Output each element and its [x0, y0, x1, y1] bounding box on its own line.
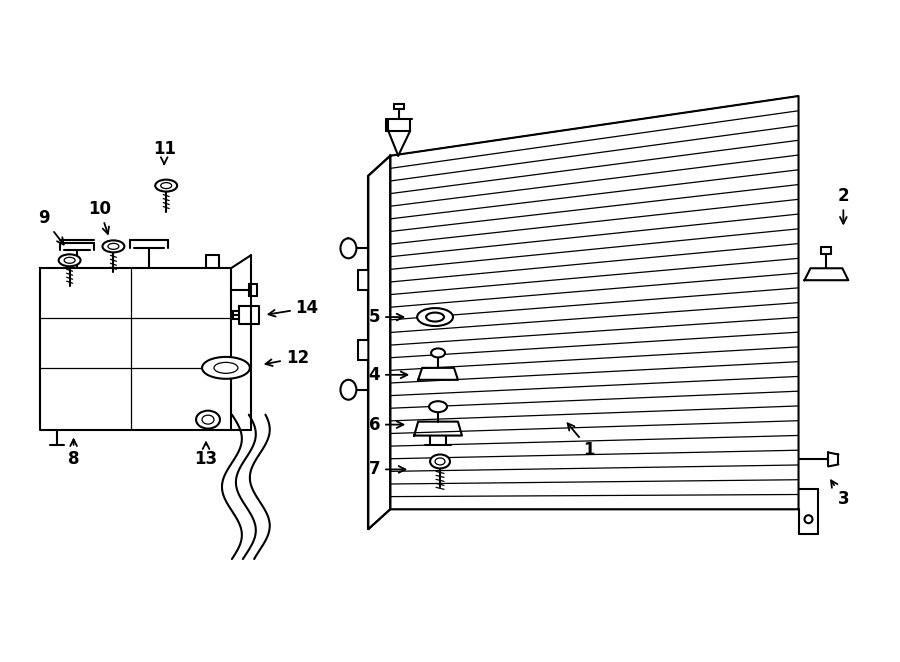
Ellipse shape — [340, 380, 356, 400]
Ellipse shape — [435, 458, 445, 465]
Ellipse shape — [202, 357, 250, 379]
Text: 4: 4 — [369, 366, 408, 384]
Text: 9: 9 — [38, 209, 64, 244]
Ellipse shape — [214, 362, 238, 373]
Ellipse shape — [430, 455, 450, 469]
Ellipse shape — [64, 258, 75, 263]
Text: 10: 10 — [88, 199, 111, 234]
Ellipse shape — [340, 238, 356, 258]
Ellipse shape — [805, 515, 813, 523]
Text: 3: 3 — [831, 481, 850, 508]
Ellipse shape — [196, 410, 220, 428]
Ellipse shape — [161, 183, 172, 189]
Ellipse shape — [103, 240, 124, 252]
Ellipse shape — [429, 401, 447, 412]
Ellipse shape — [155, 179, 177, 191]
Text: 7: 7 — [369, 460, 405, 479]
Text: 11: 11 — [153, 140, 176, 164]
Ellipse shape — [202, 415, 214, 424]
Ellipse shape — [108, 244, 119, 250]
Text: 13: 13 — [194, 442, 218, 469]
Ellipse shape — [431, 348, 445, 357]
Ellipse shape — [58, 254, 81, 266]
Text: 5: 5 — [369, 308, 403, 326]
Ellipse shape — [426, 312, 444, 322]
Text: 1: 1 — [568, 423, 595, 459]
Text: 2: 2 — [838, 187, 850, 224]
Text: 12: 12 — [266, 349, 309, 367]
Text: 8: 8 — [68, 440, 79, 469]
Text: 6: 6 — [369, 416, 403, 434]
Text: 14: 14 — [268, 299, 319, 317]
Ellipse shape — [417, 308, 453, 326]
